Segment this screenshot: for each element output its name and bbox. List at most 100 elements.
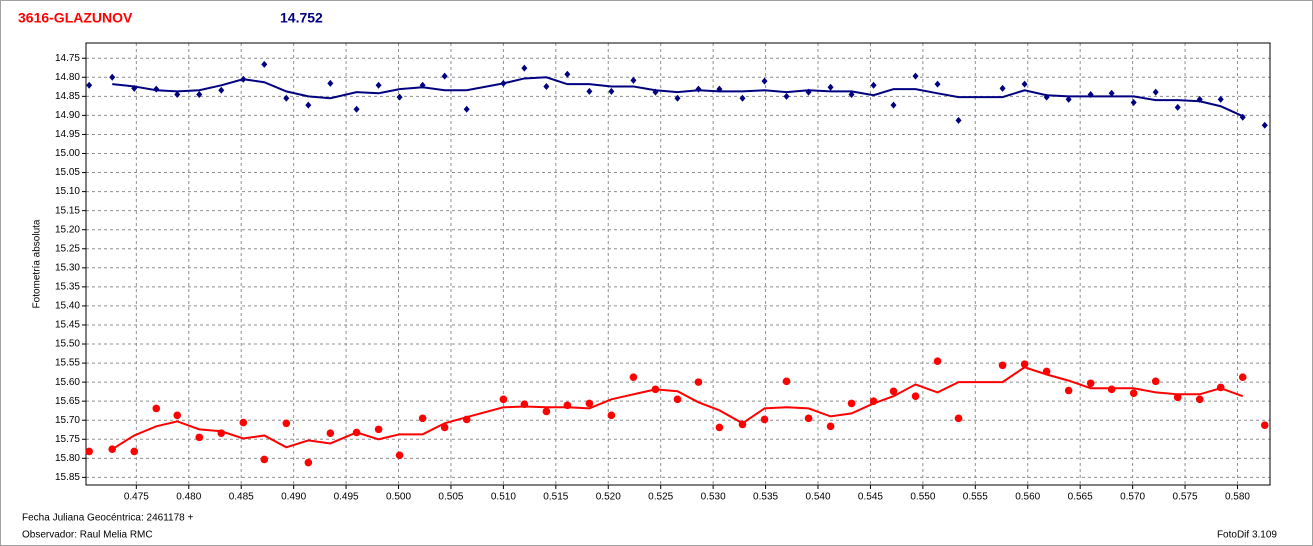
y-tick-label: 15.40 bbox=[55, 301, 80, 312]
data-point bbox=[608, 87, 615, 95]
y-tick-label: 15.75 bbox=[55, 434, 80, 445]
data-point bbox=[1064, 386, 1073, 395]
data-point bbox=[1260, 421, 1269, 429]
x-tick-label: 0.510 bbox=[491, 492, 516, 503]
data-point bbox=[418, 414, 427, 423]
data-point bbox=[543, 82, 550, 90]
data-point bbox=[396, 93, 403, 101]
data-point bbox=[195, 433, 204, 442]
x-tick-label: 0.485 bbox=[229, 492, 254, 503]
trend-line bbox=[111, 366, 1244, 451]
data-point bbox=[1174, 103, 1181, 111]
data-point bbox=[847, 399, 856, 408]
data-point bbox=[86, 81, 93, 89]
data-point bbox=[305, 101, 312, 109]
y-tick-label: 14.90 bbox=[55, 110, 80, 121]
y-tick-label: 15.25 bbox=[55, 243, 80, 254]
x-tick-label: 0.555 bbox=[963, 492, 988, 503]
data-point bbox=[715, 423, 724, 432]
data-point bbox=[1065, 95, 1072, 103]
x-tick-label: 0.575 bbox=[1173, 492, 1198, 503]
data-point bbox=[1217, 95, 1224, 103]
x-tick-label: 0.535 bbox=[753, 492, 778, 503]
x-tick-label: 0.545 bbox=[858, 492, 883, 503]
data-point bbox=[441, 72, 448, 80]
data-point bbox=[374, 425, 383, 434]
y-tick-label: 15.60 bbox=[55, 377, 80, 388]
y-tick-label: 15.15 bbox=[55, 205, 80, 216]
data-point bbox=[890, 101, 897, 109]
data-point bbox=[911, 392, 920, 401]
data-point bbox=[1195, 395, 1204, 404]
data-point bbox=[629, 373, 638, 381]
y-tick-label: 15.00 bbox=[55, 148, 80, 159]
data-point bbox=[1238, 373, 1247, 381]
chart-title: 3616-GLAZUNOV bbox=[18, 10, 133, 26]
data-point bbox=[260, 455, 269, 464]
x-tick-label: 0.495 bbox=[334, 492, 359, 503]
data-point bbox=[1086, 379, 1095, 388]
y-tick-label: 15.65 bbox=[55, 396, 80, 407]
data-point bbox=[1020, 360, 1029, 369]
data-point bbox=[826, 422, 835, 431]
data-point bbox=[630, 76, 637, 84]
y-tick-label: 15.05 bbox=[55, 167, 80, 178]
plot-area: 14.75 14.80 14.85 14.90 14.95 15.00 15.05 15.10… bbox=[55, 42, 1271, 503]
plot-frame bbox=[85, 42, 1271, 486]
data-point bbox=[739, 94, 746, 102]
data-point bbox=[586, 87, 593, 95]
y-tick-label: 14.80 bbox=[55, 72, 80, 83]
observer-note: Observador: Raul Melia RMC bbox=[22, 530, 153, 541]
data-point bbox=[196, 90, 203, 98]
x-tick-label: 0.525 bbox=[648, 492, 673, 503]
x-tick-label: 0.550 bbox=[910, 492, 935, 503]
y-tick-label: 15.20 bbox=[55, 224, 80, 235]
data-point bbox=[673, 395, 682, 404]
x-tick-label: 0.515 bbox=[543, 492, 568, 503]
data-point bbox=[870, 81, 877, 89]
plot-background bbox=[86, 43, 1270, 485]
data-point bbox=[304, 458, 313, 467]
x-tick-label: 0.505 bbox=[438, 492, 463, 503]
trend-line bbox=[112, 76, 1244, 118]
data-point bbox=[85, 447, 93, 456]
data-point bbox=[174, 90, 181, 98]
data-point bbox=[827, 83, 834, 91]
data-point bbox=[283, 94, 290, 102]
data-point bbox=[1261, 121, 1268, 129]
y-tick-label: 14.75 bbox=[55, 53, 80, 64]
data-point bbox=[499, 395, 508, 404]
data-point bbox=[783, 92, 790, 100]
y-tick-label: 15.80 bbox=[55, 453, 80, 464]
y-tick-label: 15.55 bbox=[55, 358, 80, 369]
x-tick-label: 0.580 bbox=[1225, 492, 1250, 503]
data-point bbox=[674, 94, 681, 102]
data-point bbox=[109, 73, 116, 81]
data-point bbox=[130, 447, 139, 456]
data-point bbox=[999, 84, 1006, 92]
data-point bbox=[353, 105, 360, 113]
x-tick-label: 0.500 bbox=[386, 492, 411, 503]
data-point bbox=[1108, 89, 1115, 97]
x-axis-label: Fecha Juliana Geocéntrica: 2461178 + bbox=[22, 513, 193, 524]
y-tick-label: 15.85 bbox=[55, 472, 80, 483]
data-point bbox=[889, 387, 898, 396]
data-point bbox=[1107, 385, 1116, 394]
y-tick-label: 15.35 bbox=[55, 282, 80, 293]
data-point bbox=[1152, 88, 1159, 96]
x-tick-label: 0.530 bbox=[701, 492, 726, 503]
data-point bbox=[239, 418, 248, 427]
chart-subtitle: 14.752 bbox=[280, 10, 323, 26]
data-point bbox=[261, 60, 268, 68]
data-point bbox=[1173, 393, 1182, 402]
data-point bbox=[804, 414, 813, 423]
data-point bbox=[694, 378, 703, 386]
y-tick-label: 14.95 bbox=[55, 129, 80, 140]
y-tick-label: 15.45 bbox=[55, 320, 80, 331]
data-point bbox=[173, 411, 182, 420]
x-tick-label: 0.570 bbox=[1120, 492, 1145, 503]
y-tick-label: 15.10 bbox=[55, 186, 80, 197]
data-point bbox=[375, 81, 382, 89]
